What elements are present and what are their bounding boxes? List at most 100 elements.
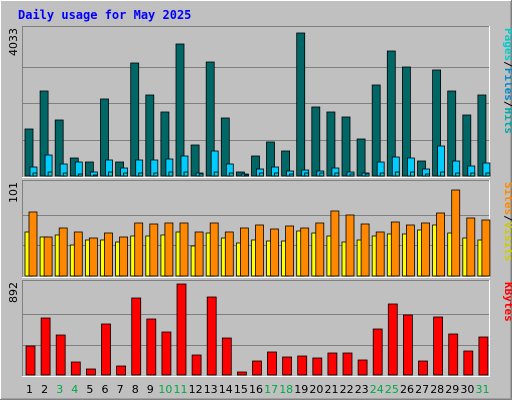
bar-sites-day-3 [58,227,68,277]
x-tick-label: 14 [219,383,233,396]
bar-hits-day-5 [85,161,94,177]
y-max-label-kbytes: 892 [7,282,20,303]
x-tick-label: 29 [445,383,459,396]
bar-kbytes-day-12 [191,354,202,376]
bar-pages-day-6 [108,171,113,177]
bar-sites-day-2 [43,236,53,277]
bar-kbytes-day-17 [267,351,277,376]
bar-kbytes-day-22 [342,352,353,376]
x-tick-label: 8 [132,383,139,396]
bar-hits-day-21 [326,111,336,177]
x-tick-label: 20 [309,383,323,396]
chart-title: Daily usage for May 2025 [18,8,191,22]
bar-files-day-28 [437,145,446,177]
x-tick-label: 9 [147,383,154,396]
bar-sites-day-18 [285,225,295,277]
bar-hits-day-29 [447,90,457,177]
x-tick-label: 3 [56,383,63,396]
bar-pages-day-15 [243,174,249,177]
bar-hits-day-23 [356,138,366,177]
x-tick-label: 30 [460,383,474,396]
legend-entry: KBytes [502,282,512,322]
bar-kbytes-day-11 [176,283,187,376]
bar-pages-day-3 [62,172,68,177]
x-tick-label: 16 [249,383,263,396]
bar-pages-day-21 [334,172,340,177]
bar-kbytes-day-31 [478,336,489,376]
bar-pages-day-30 [470,172,476,177]
bar-kbytes-day-3 [55,334,66,376]
x-tick-label: 22 [340,383,354,396]
bar-kbytes-day-23 [357,359,368,376]
bar-sites-day-12 [194,231,204,277]
bar-sites-day-7 [119,236,128,277]
bar-kbytes-day-14 [221,337,232,376]
panel-kbytes: 892 KBytes [7,280,512,377]
bar-kbytes-day-5 [86,368,96,376]
bar-sites-day-25 [390,221,400,277]
x-tick-label: 7 [117,383,124,396]
bar-sites-day-5 [89,237,98,277]
bar-pages-day-12 [198,173,204,177]
bar-sites-day-28 [436,212,446,277]
bar-hits-day-20 [311,106,321,177]
bar-kbytes-day-7 [116,365,126,376]
bar-sites-day-21 [330,210,340,277]
x-tick-label: 28 [430,383,444,396]
bar-sites-day-9 [149,223,159,277]
x-tick-label: 5 [86,383,93,396]
bar-sites-day-31 [481,219,491,277]
bar-kbytes-day-9 [146,318,157,376]
bar-pages-day-29 [455,172,461,177]
bar-hits-day-9 [145,94,155,177]
bar-sites-day-27 [421,222,430,277]
bar-pages-day-28 [440,171,446,177]
bar-pages-day-20 [319,172,325,177]
x-tick-label: 10 [158,383,172,396]
legend-entry: Pages [502,28,512,61]
bar-sites-day-6 [104,232,113,277]
bar-sites-day-15 [239,227,249,277]
bar-pages-day-8 [138,172,144,177]
x-tick-label: 2 [41,383,48,396]
bar-kbytes-day-13 [206,296,217,376]
bar-pages-day-22 [349,173,355,177]
bar-hits-day-1 [24,128,34,177]
bar-kbytes-day-30 [463,350,474,376]
panels: 4033Pages/Files/Hits101Sites/Visits892KB… [7,26,512,377]
bar-hits-day-12 [190,144,200,177]
bar-kbytes-day-28 [433,316,444,376]
legend-entry: / [502,215,512,222]
bar-kbytes-day-2 [40,317,51,376]
bar-sites-day-26 [405,224,415,277]
bar-pages-day-25 [394,171,400,177]
y-max-label-hits: 4033 [7,28,20,56]
bar-pages-day-23 [364,173,370,177]
bar-hits-day-24 [371,84,381,177]
legend-entry: / [502,61,512,68]
bar-pages-day-26 [409,171,415,177]
bar-pages-day-27 [425,173,430,177]
bar-hits-day-26 [401,66,411,177]
bar-kbytes-day-16 [252,360,262,376]
bar-pages-day-11 [183,171,189,177]
bar-kbytes-day-20 [312,357,323,376]
bar-pages-day-18 [289,173,295,177]
bar-sites-day-1 [28,211,38,277]
bar-kbytes-day-26 [402,314,413,376]
y-max-label-sites: 101 [7,182,20,203]
bar-pages-day-19 [304,172,310,177]
bar-hits-day-27 [417,160,426,177]
bar-pages-day-10 [168,171,174,177]
bar-hits-day-10 [160,111,170,177]
bar-pages-day-17 [274,172,279,177]
bar-kbytes-day-19 [297,355,308,376]
bar-kbytes-day-15 [236,371,247,376]
bar-kbytes-day-24 [372,328,383,376]
legend-entry: Visits [502,222,512,262]
bar-sites-day-23 [360,223,370,277]
bar-sites-day-19 [300,227,310,277]
bar-hits-day-11 [175,43,185,177]
legend-entry: Sites [502,182,512,215]
